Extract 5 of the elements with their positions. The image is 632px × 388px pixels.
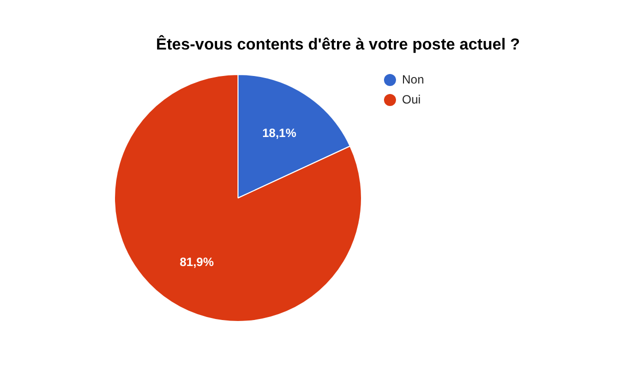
data-label: 81,9%	[180, 254, 214, 269]
legend-label: Non	[402, 72, 424, 86]
legend-label: Oui	[402, 92, 421, 106]
data-label: 18,1%	[262, 126, 297, 140]
chart-title: Êtes-vous contents d'être à votre poste actuel ?	[156, 34, 520, 54]
